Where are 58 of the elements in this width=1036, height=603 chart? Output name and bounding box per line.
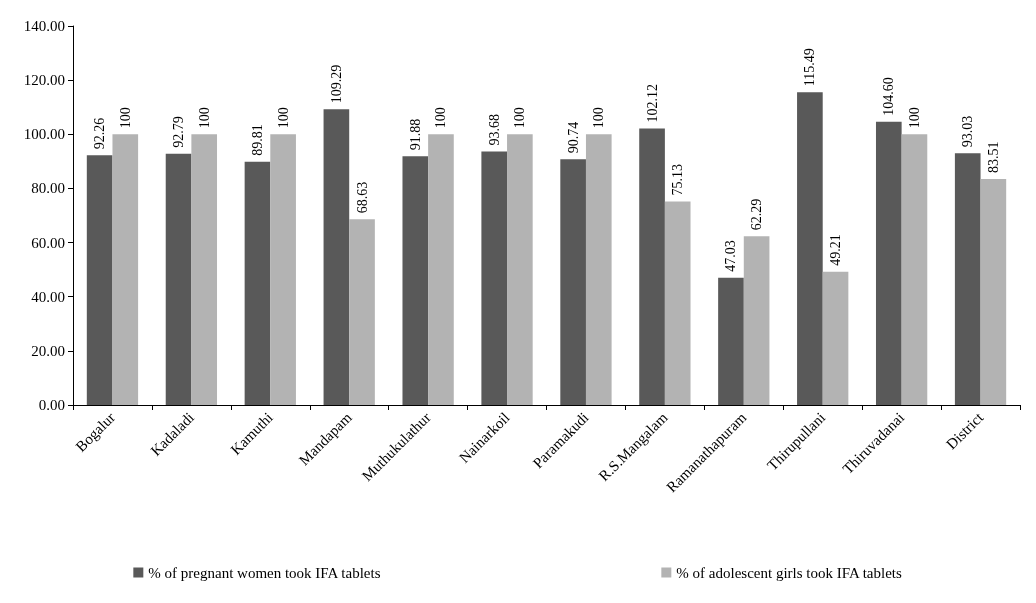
bar: [980, 178, 1007, 405]
bar: [86, 155, 113, 405]
y-tick-label: 0.00: [38, 397, 65, 413]
data-label: 115.49: [802, 48, 818, 87]
y-tick-label: 120.00: [23, 72, 65, 89]
bar: [191, 134, 218, 405]
data-label: 102.12: [644, 84, 660, 123]
bar: [402, 156, 429, 405]
bar: [743, 236, 770, 405]
bar: [481, 151, 508, 405]
bar: [639, 128, 665, 405]
data-label: 100: [275, 107, 291, 129]
bar: [560, 159, 586, 405]
bar: [875, 121, 902, 405]
data-label: 90.74: [565, 121, 581, 154]
bar: [244, 161, 271, 405]
data-label: 62.29: [749, 198, 765, 231]
y-tick-label: 100.00: [23, 126, 65, 143]
bar: [664, 201, 691, 405]
bar: [507, 134, 533, 405]
bar: [797, 92, 823, 405]
bar: [349, 219, 375, 405]
data-label: 93.03: [960, 115, 976, 148]
y-tick-label: 20.00: [31, 342, 65, 359]
data-label: 104.60: [881, 77, 897, 116]
data-label: 91.88: [407, 118, 423, 151]
data-label: 100: [196, 107, 212, 129]
y-tick-label: 40.00: [31, 288, 65, 305]
bar: [165, 153, 192, 405]
bar: [585, 134, 612, 405]
bar: [901, 134, 928, 405]
data-label: 100: [433, 107, 449, 129]
bar: [323, 109, 350, 405]
bar: [718, 277, 744, 405]
data-label: 68.63: [354, 181, 370, 214]
bar: [112, 134, 139, 405]
data-label: 100: [117, 107, 133, 129]
data-label: 47.03: [723, 240, 739, 272]
data-label: 83.51: [985, 141, 1001, 173]
data-label: 89.81: [249, 124, 265, 156]
legend-label: % of adolescent girls took IFA tablets: [676, 564, 903, 581]
data-label: 100: [906, 107, 922, 129]
data-label: 100: [512, 107, 528, 129]
bar: [822, 271, 849, 405]
y-tick-label: 60.00: [31, 234, 65, 251]
legend-label: % of pregnant women took IFA tablets: [148, 564, 381, 581]
data-label: 100: [591, 107, 607, 129]
y-tick-label: 140.00: [23, 18, 65, 34]
bar: [954, 153, 981, 405]
data-label: 92.26: [92, 117, 108, 150]
bar: [428, 134, 454, 405]
bar: [270, 134, 296, 405]
data-label: 109.29: [328, 64, 344, 104]
data-label: 75.13: [670, 164, 686, 196]
y-tick-label: 80.00: [31, 180, 65, 197]
data-label: 92.79: [171, 116, 187, 148]
data-label: 49.21: [828, 234, 844, 266]
data-label: 93.68: [486, 113, 502, 146]
